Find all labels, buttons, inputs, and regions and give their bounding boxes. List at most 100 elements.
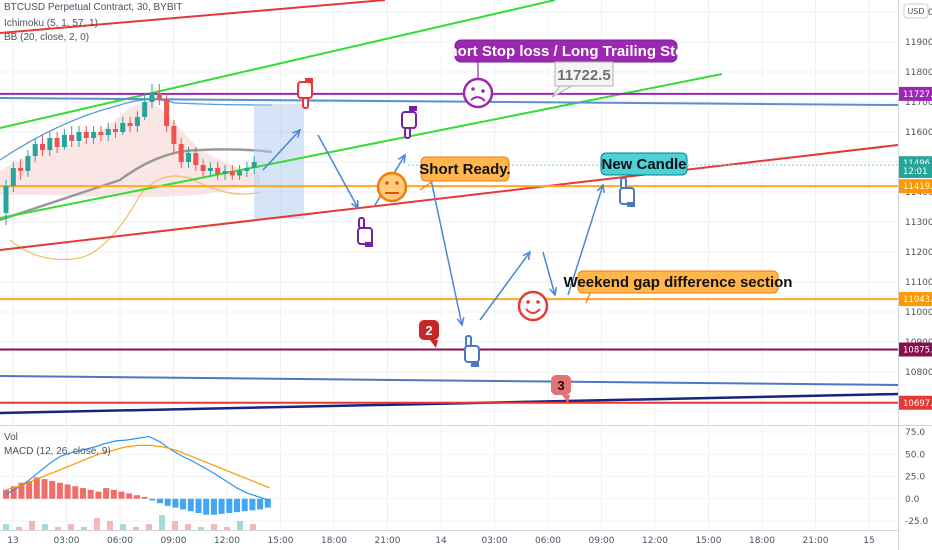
macd-signal-line	[5, 444, 271, 491]
volume-bar	[224, 527, 230, 530]
price-tag-bg	[899, 86, 932, 101]
trend-drawings	[0, 0, 899, 415]
annotation-weekend-gap[interactable]: Weekend gap difference section	[564, 270, 793, 294]
macd-histogram-bar	[264, 498, 271, 508]
hand-up-blue-icon-2	[619, 177, 635, 207]
marker-3[interactable]: 3	[551, 375, 571, 403]
price-tick-label: 10800.0	[905, 368, 932, 378]
legend-vol[interactable]: Vol	[4, 432, 18, 443]
candle-body	[25, 156, 31, 171]
marker-3-label: 3	[557, 378, 564, 393]
candle-body	[18, 168, 24, 171]
marker-2[interactable]: 2	[419, 320, 439, 348]
legend-macd[interactable]: MACD (12, 26, close, 9)	[4, 446, 111, 457]
time-tick-label: 21:00	[803, 536, 829, 546]
price-tag-label: 10875.0	[903, 346, 932, 356]
macd-axis: 75.0 50.0 25.0 0.0 -25.0	[905, 428, 929, 527]
macd-histogram-bar	[33, 477, 40, 499]
price-tag-bg	[899, 395, 932, 410]
volume-bar	[185, 524, 191, 530]
price-tag-label: 11419.5	[903, 182, 932, 192]
candle-body	[215, 168, 221, 174]
annotation-short-stop[interactable]: Short Stop loss / Long Trailing Stop	[439, 39, 694, 63]
macd-histogram-bar	[26, 480, 33, 499]
candle-body	[83, 132, 89, 138]
arrow-head	[397, 153, 406, 164]
callout-connector	[419, 180, 434, 191]
candle-body	[54, 138, 60, 147]
top-red-trendline	[0, 0, 386, 34]
price-tick-label: 11100.0	[905, 278, 932, 288]
macd-tick-label: 50.0	[905, 450, 925, 460]
time-axis[interactable]: 13 03:00 06:00 09:00 12:00 15:00 18:00 21:00 14 0…	[7, 536, 874, 546]
arrow-head	[549, 286, 558, 297]
ichimoku-kumo	[0, 100, 260, 197]
macd-histogram-bar	[164, 498, 171, 506]
projection-arrow	[479, 251, 531, 321]
price-tag-bg	[899, 179, 932, 194]
time-tick-label: 12:00	[214, 536, 240, 546]
price-tick-label: 11200.0	[905, 248, 932, 258]
arrow-head	[351, 199, 359, 210]
candle-body	[222, 171, 228, 174]
candle-body	[200, 165, 206, 171]
macd-histogram-bar	[218, 498, 225, 514]
callout-connector	[585, 292, 591, 304]
volume-bar	[107, 521, 113, 530]
candle-body	[142, 102, 148, 117]
candle-body	[156, 93, 162, 99]
volume-bar	[250, 524, 256, 530]
candle-body	[186, 153, 191, 162]
candle-body	[164, 99, 170, 126]
price-tag-label: 10697.5	[903, 399, 932, 409]
volume-bar	[172, 521, 178, 530]
macd-histogram-bar	[72, 486, 79, 499]
macd-tick-label: 25.0	[905, 473, 925, 483]
time-tick-label: 13	[7, 536, 18, 546]
time-tick-label: 18:00	[321, 536, 347, 546]
price-tag-label: 11727.0	[903, 90, 932, 100]
macd-tick-label: -25.0	[905, 517, 929, 527]
annotation-short-ready[interactable]: Short Ready.	[419, 156, 511, 182]
projection-arrow	[542, 251, 556, 296]
arrow-head	[522, 250, 532, 261]
volume-bar	[42, 524, 48, 530]
legend-symbol[interactable]: BTCUSD Perpetual Contract, 30, BYBIT	[4, 2, 183, 13]
macd-histogram-bar	[41, 479, 48, 499]
currency-badge[interactable]: USD	[903, 3, 929, 19]
volume-bar	[159, 515, 165, 530]
time-tick-label: 18:00	[749, 536, 775, 546]
macd-histogram-bar	[133, 495, 140, 499]
hand-down-purple-icon	[401, 106, 417, 139]
hand-down-red-icon	[297, 78, 313, 109]
time-tick-label: 03:00	[54, 536, 80, 546]
short-stop-label: Short Stop loss / Long Trailing Stop	[439, 43, 694, 60]
macd-histogram-bar	[172, 498, 179, 508]
legend-ichimoku[interactable]: Ichimoku (5, 1, 57, 1)	[4, 18, 98, 29]
annotation-new-candle[interactable]: New Candle	[600, 152, 688, 176]
happy-face-icon	[517, 290, 549, 322]
price-tick-label: 11800.0	[905, 68, 932, 78]
candle-body	[40, 144, 45, 150]
macd-histogram-bar	[234, 498, 240, 513]
annotation-price-box[interactable]: 11722.5	[551, 61, 614, 98]
macd-histogram-bar	[141, 496, 148, 499]
macd-histogram-bar	[157, 498, 163, 504]
macd-histogram-bar	[110, 489, 117, 499]
price-tick-label: 11900.0	[905, 38, 932, 48]
macd-histogram-bar	[187, 498, 194, 512]
price-tick-label: 11600.0	[905, 128, 932, 138]
grid	[0, 0, 898, 530]
time-tick-label: 09:00	[161, 536, 187, 546]
marker-2-label: 2	[425, 323, 432, 338]
macd-tick-label: 75.0	[905, 428, 925, 438]
candle-body	[98, 132, 104, 135]
price-pane	[0, 0, 898, 425]
time-tick-label: 15:00	[696, 536, 722, 546]
candle-body	[127, 123, 133, 126]
candle-body	[229, 171, 235, 176]
legend-bb[interactable]: BB (20, close, 2, 0)	[4, 32, 90, 43]
macd-histogram-bar	[249, 498, 256, 511]
volume-bar	[3, 524, 9, 530]
